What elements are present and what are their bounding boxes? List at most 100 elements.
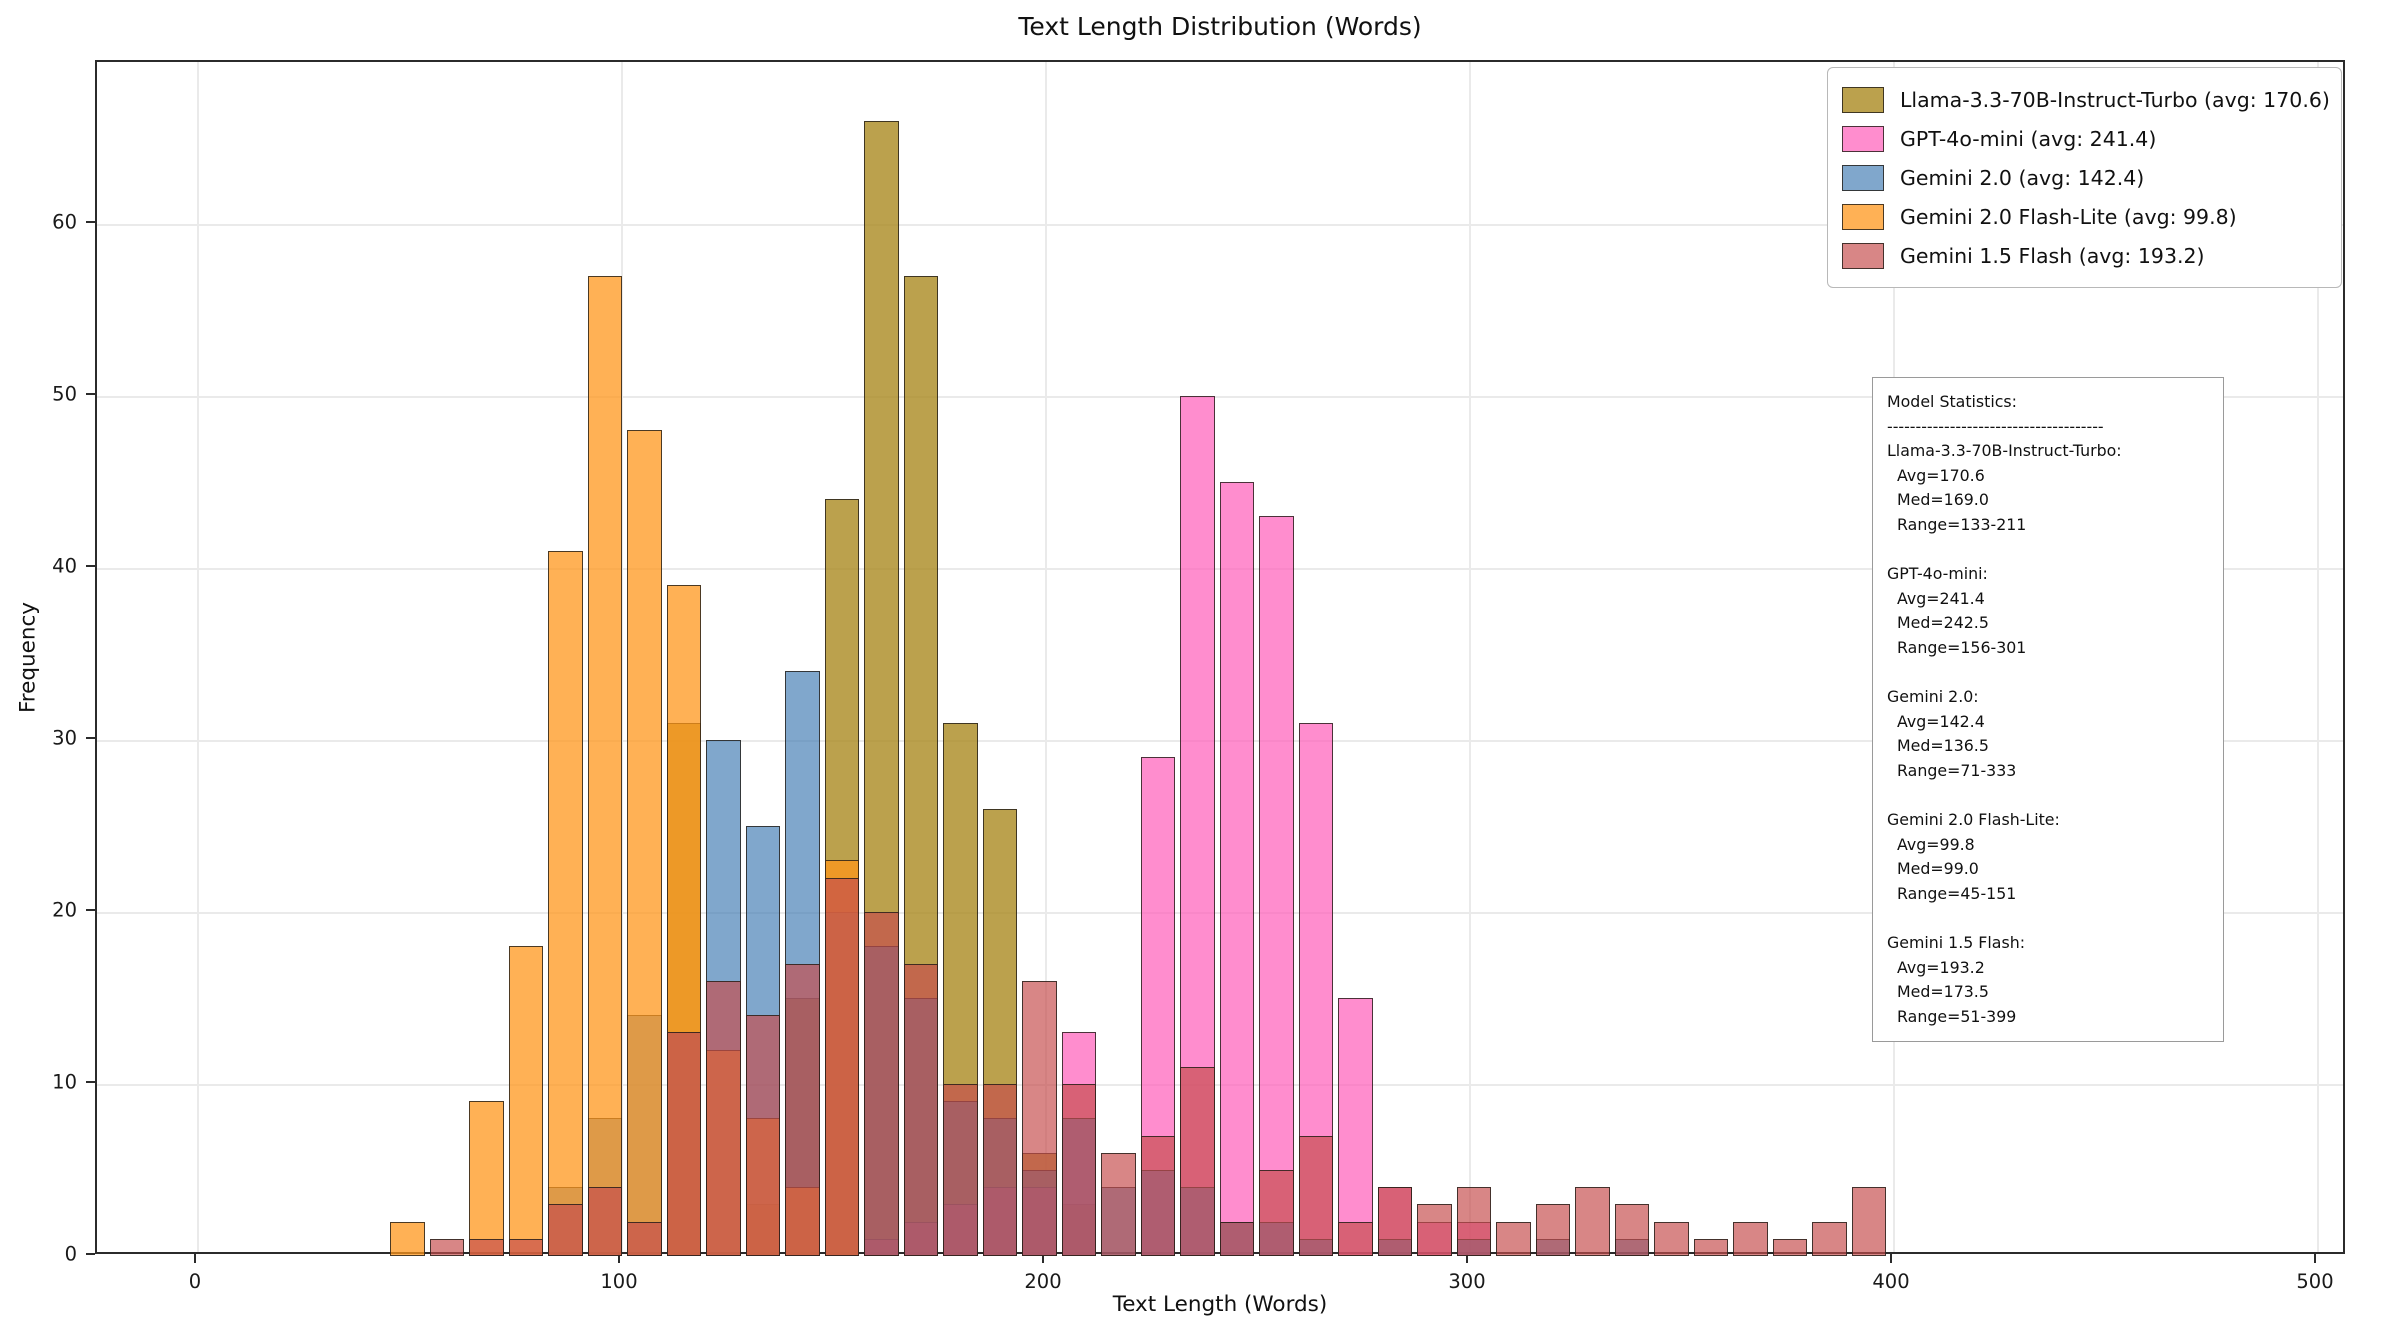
stats-line-17: Gemini 2.0 Flash-Lite: — [1887, 810, 2060, 830]
bar-gemini-1-5-flash-bin29 — [1535, 1204, 1571, 1256]
bar-gemini-1-5-flash-bin34 — [1733, 1221, 1768, 1256]
bar-gemini-1-5-flash-bin24 — [1338, 1221, 1373, 1256]
stats-line-21 — [1887, 906, 2209, 931]
y-tick-mark-20 — [86, 909, 95, 911]
bar-gemini-1-5-flash-bin8 — [706, 980, 741, 1256]
y-tick-label-20: 20 — [52, 898, 77, 922]
bar-gemini-1-5-flash-bin10 — [785, 963, 820, 1256]
x-tick-label-300: 300 — [1448, 1270, 1486, 1293]
stats-line-25: Range=51-399 — [1887, 1006, 2017, 1026]
bar-gemini-1-5-flash-bin31 — [1614, 1204, 1650, 1256]
legend-label: Llama-3.3-70B-Instruct-Turbo (avg: 170.6… — [1900, 87, 2330, 112]
x-tick-mark-500 — [2314, 1254, 2316, 1263]
bar-gemini-2-0-flash-lite-bin5 — [587, 275, 623, 1256]
stats-line-10: Range=156-301 — [1887, 637, 2027, 657]
legend-swatch-icon — [1842, 203, 1884, 230]
x-tick-mark-0 — [194, 1254, 196, 1263]
bar-gemini-1-5-flash-bin22 — [1259, 1170, 1294, 1256]
bar-gemini-1-5-flash-bin16 — [1022, 980, 1057, 1256]
bar-gemini-1-5-flash-bin6 — [627, 1221, 662, 1256]
y-tick-label-30: 30 — [52, 726, 77, 750]
bar-gemini-1-5-flash-bin19 — [1140, 1135, 1176, 1256]
bar-gemini-1-5-flash-bin14 — [943, 1084, 978, 1256]
stats-line-9: Med=242.5 — [1887, 613, 1989, 633]
gridline-x-300 — [1469, 62, 1471, 1252]
x-tick-mark-400 — [1890, 1254, 1892, 1263]
bar-gemini-1-5-flash-bin20 — [1180, 1066, 1215, 1256]
bar-gemini-1-5-flash-bin15 — [982, 1084, 1018, 1256]
chart-title: Text Length Distribution (Words) — [1018, 12, 1422, 41]
x-tick-mark-100 — [618, 1254, 620, 1263]
x-axis-label: Text Length (Words) — [1112, 1292, 1328, 1317]
bar-gemini-1-5-flash-bin5 — [587, 1187, 623, 1256]
bar-gemini-2-0-flash-lite-bin4 — [548, 550, 583, 1256]
bar-gemini-1-5-flash-bin37 — [1851, 1187, 1887, 1256]
bar-gemini-1-5-flash-bin30 — [1575, 1187, 1610, 1256]
stats-line-14: Med=136.5 — [1887, 736, 1989, 756]
gridline-x-0 — [197, 62, 199, 1252]
stats-line-7: GPT-4o-mini: — [1887, 564, 1988, 584]
bar-gemini-1-5-flash-bin25 — [1377, 1187, 1413, 1256]
stats-line-8: Avg=241.4 — [1887, 588, 1985, 608]
y-tick-mark-30 — [86, 737, 95, 739]
y-tick-mark-60 — [86, 221, 95, 223]
legend-label: Gemini 2.0 Flash-Lite (avg: 99.8) — [1900, 204, 2237, 229]
legend-swatch-icon — [1842, 242, 1884, 269]
bar-gemini-1-5-flash-bin11 — [824, 877, 860, 1256]
bar-gemini-1-5-flash-bin26 — [1417, 1204, 1452, 1256]
y-tick-label-0: 0 — [64, 1242, 77, 1266]
x-tick-label-0: 0 — [188, 1270, 202, 1293]
bar-gpt-4o-mini-bin21 — [1219, 482, 1255, 1256]
stats-line-13: Avg=142.4 — [1887, 711, 1985, 731]
bar-gemini-1-5-flash-bin1 — [429, 1238, 465, 1256]
stats-line-23: Avg=193.2 — [1887, 957, 1985, 977]
stats-line-24: Med=173.5 — [1887, 982, 1989, 1002]
y-axis-label: Frequency — [15, 601, 41, 714]
stats-line-19: Med=99.0 — [1887, 859, 1979, 879]
gridline-y-60 — [97, 224, 2343, 226]
gridline-x-500 — [2317, 62, 2319, 1252]
stats-line-1: -------------------------------------- — [1887, 416, 2104, 436]
y-tick-mark-50 — [86, 393, 95, 395]
y-tick-label-10: 10 — [52, 1070, 77, 1094]
legend-row-3: Gemini 2.0 Flash-Lite (avg: 99.8) — [1842, 197, 2327, 236]
stats-line-11 — [1887, 661, 2209, 686]
y-tick-label-40: 40 — [52, 554, 77, 578]
bar-gpt-4o-mini-bin22 — [1259, 516, 1294, 1256]
legend-label: GPT-4o-mini (avg: 241.4) — [1900, 126, 2157, 151]
bar-gemini-1-5-flash-bin12 — [864, 912, 899, 1256]
bar-gemini-1-5-flash-bin18 — [1101, 1152, 1136, 1256]
bar-gemini-1-5-flash-bin9 — [745, 1015, 781, 1256]
bar-gemini-1-5-flash-bin21 — [1219, 1221, 1255, 1256]
legend-label: Gemini 2.0 (avg: 142.4) — [1900, 165, 2145, 190]
legend-swatch-icon — [1842, 125, 1884, 152]
x-tick-mark-200 — [1042, 1254, 1044, 1263]
bar-gemini-1-5-flash-bin36 — [1812, 1221, 1847, 1256]
legend-label: Gemini 1.5 Flash (avg: 193.2) — [1900, 243, 2205, 268]
bar-gemini-2-0-flash-lite-bin2 — [469, 1101, 504, 1256]
bar-gemini-1-5-flash-bin7 — [666, 1032, 702, 1256]
bar-gemini-1-5-flash-bin35 — [1772, 1238, 1808, 1256]
legend-swatch-icon — [1842, 164, 1884, 191]
stats-box: Model Statistics: -----------------------… — [1872, 377, 2224, 1043]
x-tick-label-400: 400 — [1872, 1270, 1910, 1293]
x-tick-label-100: 100 — [600, 1270, 638, 1293]
legend-row-4: Gemini 1.5 Flash (avg: 193.2) — [1842, 236, 2327, 275]
stats-line-4: Med=169.0 — [1887, 490, 1989, 510]
stats-line-12: Gemini 2.0: — [1887, 687, 1979, 707]
stats-line-20: Range=45-151 — [1887, 883, 2017, 903]
y-tick-mark-0 — [86, 1253, 95, 1255]
bar-gemini-1-5-flash-bin27 — [1456, 1187, 1492, 1256]
legend: Llama-3.3-70B-Instruct-Turbo (avg: 170.6… — [1827, 67, 2342, 288]
bar-gemini-1-5-flash-bin32 — [1654, 1221, 1689, 1256]
legend-row-2: Gemini 2.0 (avg: 142.4) — [1842, 158, 2327, 197]
stats-line-6 — [1887, 538, 2209, 563]
bar-gemini-1-5-flash-bin3 — [508, 1238, 544, 1256]
y-tick-mark-10 — [86, 1081, 95, 1083]
stats-line-22: Gemini 1.5 Flash: — [1887, 933, 2026, 953]
x-tick-label-200: 200 — [1024, 1270, 1062, 1293]
stats-line-5: Range=133-211 — [1887, 514, 2027, 534]
legend-swatch-icon — [1842, 86, 1884, 113]
legend-row-1: GPT-4o-mini (avg: 241.4) — [1842, 119, 2327, 158]
bar-gemini-2-0-flash-lite-bin0 — [390, 1221, 425, 1256]
